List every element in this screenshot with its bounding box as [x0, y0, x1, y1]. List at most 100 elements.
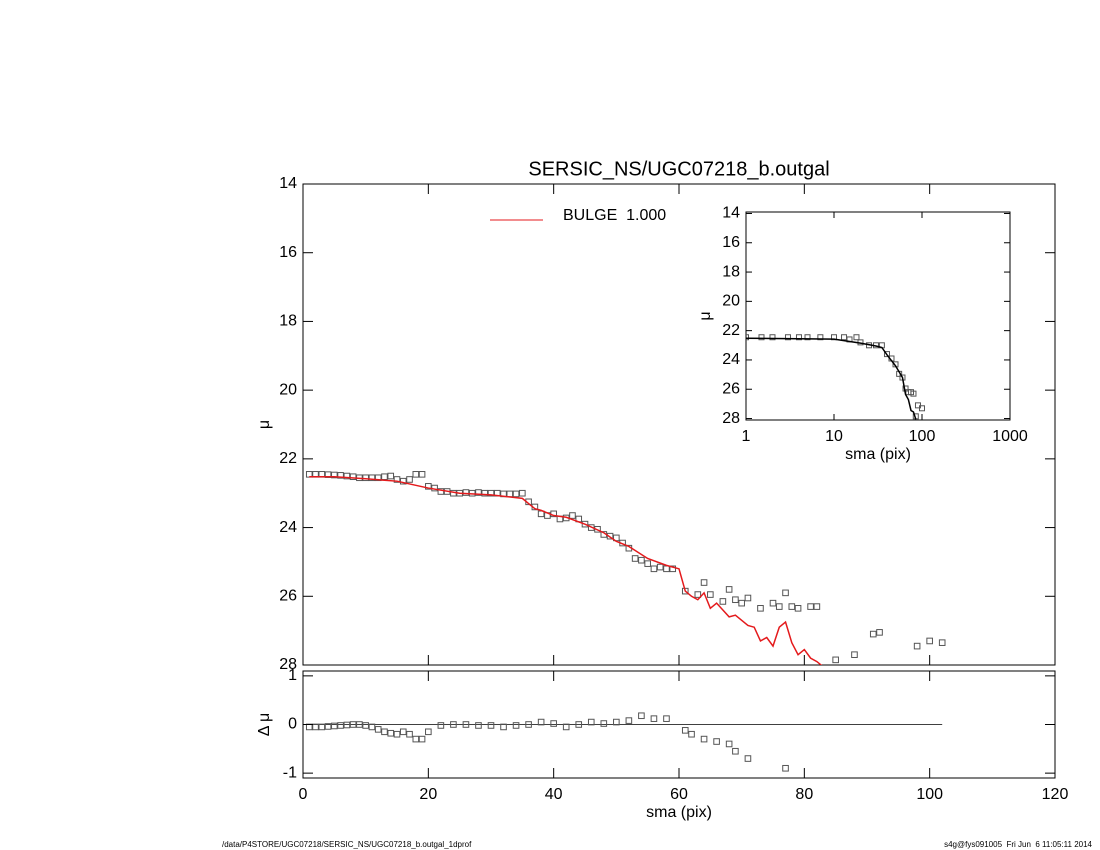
data-point: [631, 555, 639, 562]
data-point: [638, 712, 645, 720]
data-point: [343, 721, 351, 729]
data-point: [406, 730, 413, 738]
data-point: [663, 565, 670, 573]
data-point: [418, 735, 426, 743]
data-point: [744, 755, 752, 762]
data-point: [732, 596, 739, 604]
data-point: [575, 721, 583, 728]
data-point: [788, 603, 796, 610]
y-tick-label: 1: [288, 667, 297, 684]
x-tick-label: 100: [909, 428, 936, 445]
x-tick-label: 1: [742, 428, 751, 445]
data-point: [481, 489, 489, 497]
model-line: [746, 337, 917, 420]
data-point: [606, 532, 614, 540]
data-point: [393, 730, 401, 738]
data-point: [418, 471, 426, 478]
y-tick-label: 20: [722, 293, 740, 310]
chart-title: SERSIC_NS/UGC07218_b.outgal: [528, 158, 829, 180]
data-point: [794, 605, 802, 612]
data-point: [406, 476, 413, 483]
data-point: [782, 589, 789, 597]
y-tick-label: 20: [279, 381, 297, 398]
data-point: [853, 334, 860, 341]
plot-frame: [302, 183, 1056, 666]
data-point: [387, 729, 395, 737]
data-point: [719, 598, 727, 605]
data-point: [318, 723, 326, 731]
data-point: [757, 605, 764, 612]
data-point: [412, 471, 420, 478]
x-tick-label: 60: [670, 786, 688, 803]
x-tick-label: 40: [545, 786, 563, 803]
data-point: [926, 637, 933, 645]
y-tick-label: 24: [279, 519, 297, 536]
y-axis-label: Δ μ: [256, 713, 273, 736]
data-point: [851, 651, 858, 658]
x-tick-label: 0: [299, 786, 308, 803]
data-point: [725, 740, 733, 748]
data-point: [550, 720, 557, 727]
data-point: [663, 715, 670, 722]
data-point: [506, 490, 514, 498]
data-point: [795, 334, 802, 341]
data-point: [512, 490, 520, 498]
data-point: [841, 334, 848, 341]
model-line: [309, 475, 823, 665]
plot-area: [303, 712, 943, 772]
data-point: [725, 586, 733, 593]
data-point: [913, 642, 921, 650]
data-point: [656, 563, 664, 571]
y-tick-label: 26: [722, 380, 740, 397]
x-tick-label: 1000: [992, 428, 1028, 445]
data-point: [425, 728, 432, 736]
y-tick-label: 22: [722, 322, 740, 339]
data-point: [381, 473, 388, 481]
data-point: [368, 474, 376, 482]
data-point: [746, 334, 749, 341]
footer-left: /data/P4STORE/UGC07218/SERSIC_NS/UGC0721…: [222, 840, 472, 849]
data-point: [462, 489, 470, 496]
y-tick-label: 26: [279, 588, 297, 605]
data-point: [362, 722, 369, 729]
data-point: [487, 489, 495, 497]
data-point: [613, 718, 620, 726]
plot-area: [746, 334, 925, 420]
data-point: [669, 565, 677, 573]
data-point: [362, 474, 369, 482]
data-point: [374, 474, 382, 482]
data-point: [387, 472, 395, 480]
x-axis-label: sma (pix): [845, 446, 911, 463]
data-point: [638, 556, 645, 564]
data-point: [738, 599, 745, 607]
data-point: [381, 728, 388, 736]
data-point: [374, 726, 382, 733]
data-point: [500, 723, 507, 731]
data-point: [832, 656, 839, 664]
data-point: [537, 718, 545, 726]
data-point: [475, 489, 482, 496]
x-tick-label: 80: [795, 786, 813, 803]
data-point: [393, 476, 401, 483]
data-point: [368, 723, 376, 731]
data-point: [625, 717, 633, 724]
data-point: [349, 721, 357, 728]
data-point: [519, 489, 526, 497]
y-tick-label: 14: [722, 205, 740, 222]
data-point: [399, 728, 407, 736]
data-point: [869, 630, 877, 638]
y-tick-label: 16: [722, 234, 740, 251]
data-point: [700, 579, 708, 586]
data-point: [644, 560, 651, 567]
data-point: [324, 723, 332, 730]
y-tick-label: 22: [279, 450, 297, 467]
data-point: [681, 727, 689, 734]
data-point: [349, 473, 357, 481]
x-tick-label: 120: [1042, 786, 1069, 803]
footer-right: s4g@fys091005 Fri Jun 6 11:05:11 2014: [944, 840, 1092, 849]
data-point: [437, 488, 445, 495]
data-point: [807, 603, 814, 610]
data-point: [732, 747, 739, 755]
data-point: [782, 764, 789, 772]
